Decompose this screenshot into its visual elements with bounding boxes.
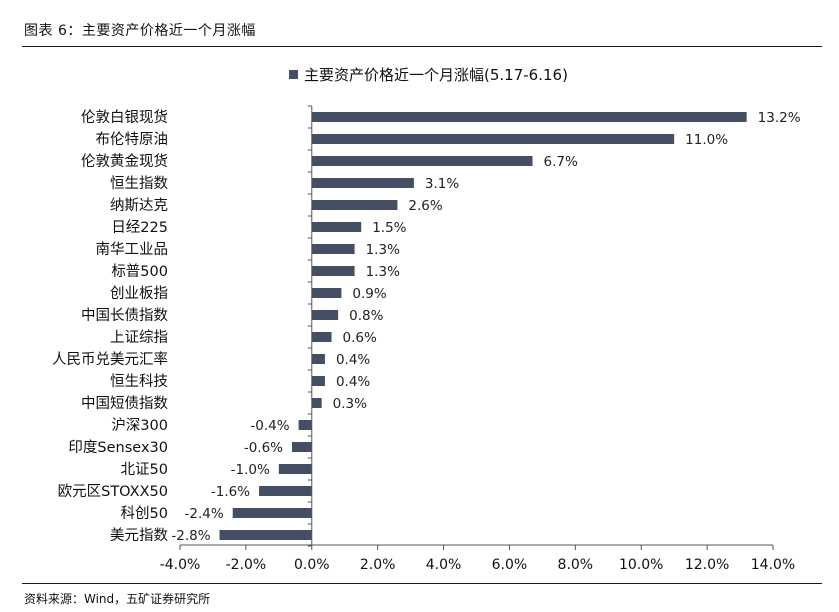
chart-legend: 主要资产价格近一个月涨幅(5.17-6.16) xyxy=(289,66,568,84)
legend-label: 主要资产价格近一个月涨幅(5.17-6.16) xyxy=(304,66,568,84)
bars-group xyxy=(219,112,747,540)
value-label-7: 1.3% xyxy=(366,242,400,258)
category-label-10: 中国长债指数 xyxy=(81,307,168,324)
category-label-19: 科创50 xyxy=(121,505,168,522)
value-label-6: 1.5% xyxy=(372,220,406,236)
bar-10 xyxy=(311,310,339,320)
bottom-rule xyxy=(22,583,822,584)
x-tick-label-9: 14.0% xyxy=(751,557,795,573)
bar-9 xyxy=(311,288,342,298)
x-tick-label-3: 2.0% xyxy=(360,557,396,573)
bar-16 xyxy=(292,442,312,452)
bar-19 xyxy=(232,508,312,518)
x-tick-label-0: -4.0% xyxy=(160,557,201,573)
x-tick-label-4: 4.0% xyxy=(426,557,462,573)
value-label-11: 0.6% xyxy=(343,330,377,346)
x-tick-label-6: 8.0% xyxy=(558,557,594,573)
bar-11 xyxy=(311,332,332,342)
value-label-3: 6.7% xyxy=(544,154,578,170)
value-label-2: 11.0% xyxy=(685,132,728,148)
bar-12 xyxy=(311,354,325,364)
value-label-17: -1.0% xyxy=(231,462,270,478)
x-tick-label-2: 0.0% xyxy=(294,557,330,573)
bar-17 xyxy=(278,464,312,474)
category-label-12: 人民币兑美元汇率 xyxy=(52,351,168,368)
axes-group: -4.0% -2.0% 0.0% 2.0% 4.0% 6.0% 8.0% 10.0% 12.0%… xyxy=(160,105,795,573)
category-label-8: 标普500 xyxy=(111,263,168,280)
category-label-16: 印度Sensex30 xyxy=(68,439,168,456)
category-label-4: 恒生指数 xyxy=(110,175,168,192)
value-label-9: 0.9% xyxy=(352,286,386,302)
x-tick-label-5: 6.0% xyxy=(492,557,528,573)
bar-14 xyxy=(311,398,322,408)
value-label-20: -2.8% xyxy=(171,528,210,544)
category-label-11: 上证综指 xyxy=(110,329,168,346)
bar-4 xyxy=(311,178,414,188)
x-tick-label-1: -2.0% xyxy=(226,557,267,573)
value-label-13: 0.4% xyxy=(336,374,370,390)
value-label-5: 2.6% xyxy=(408,198,442,214)
category-label-17: 北证50 xyxy=(121,461,168,478)
value-label-14: 0.3% xyxy=(333,396,367,412)
value-label-12: 0.4% xyxy=(336,352,370,368)
top-rule xyxy=(22,46,822,47)
category-label-20: 美元指数 xyxy=(110,527,168,544)
value-label-8: 1.3% xyxy=(366,264,400,280)
bar-13 xyxy=(311,376,325,386)
bar-5 xyxy=(311,200,398,210)
bar-1 xyxy=(311,112,747,122)
bar-18 xyxy=(259,486,312,496)
category-label-3: 伦敦黄金现货 xyxy=(81,153,168,170)
value-label-4: 3.1% xyxy=(425,176,459,192)
category-label-2: 布伦特原油 xyxy=(96,131,169,148)
value-label-19: -2.4% xyxy=(185,506,224,522)
category-label-13: 恒生科技 xyxy=(110,373,168,390)
bar-3 xyxy=(311,156,533,166)
category-label-6: 日经225 xyxy=(111,219,168,236)
category-label-5: 纳斯达克 xyxy=(110,197,168,214)
category-label-7: 南华工业品 xyxy=(96,241,169,258)
bar-2 xyxy=(311,134,675,144)
category-label-1: 伦敦白银现货 xyxy=(81,109,168,126)
category-label-14: 中国短债指数 xyxy=(81,395,168,412)
value-label-18: -1.6% xyxy=(211,484,250,500)
legend-swatch xyxy=(289,70,298,79)
value-label-1: 13.2% xyxy=(758,110,801,126)
bar-7 xyxy=(311,244,355,254)
value-label-15: -0.4% xyxy=(250,418,289,434)
value-label-16: -0.6% xyxy=(244,440,283,456)
value-label-10: 0.8% xyxy=(349,308,383,324)
category-label-9: 创业板指 xyxy=(110,284,168,302)
x-tick-label-7: 10.0% xyxy=(619,557,663,573)
source-note: 资料来源：Wind，五矿证券研究所 xyxy=(24,592,211,606)
category-label-15: 沪深300 xyxy=(111,417,168,434)
figure-caption: 图表 6：主要资产价格近一个月涨幅 xyxy=(24,23,256,39)
x-tick-label-8: 12.0% xyxy=(685,557,729,573)
bar-6 xyxy=(311,222,362,232)
value-labels-group: 13.2% 11.0% 6.7% 3.1% 2.6%1.5% 1.3% 1.3% 0.9% 0.… xyxy=(171,110,800,544)
bar-15 xyxy=(298,420,312,430)
category-label-18: 欧元区STOXX50 xyxy=(58,483,168,500)
bar-20 xyxy=(219,530,312,540)
bar-8 xyxy=(311,266,355,276)
